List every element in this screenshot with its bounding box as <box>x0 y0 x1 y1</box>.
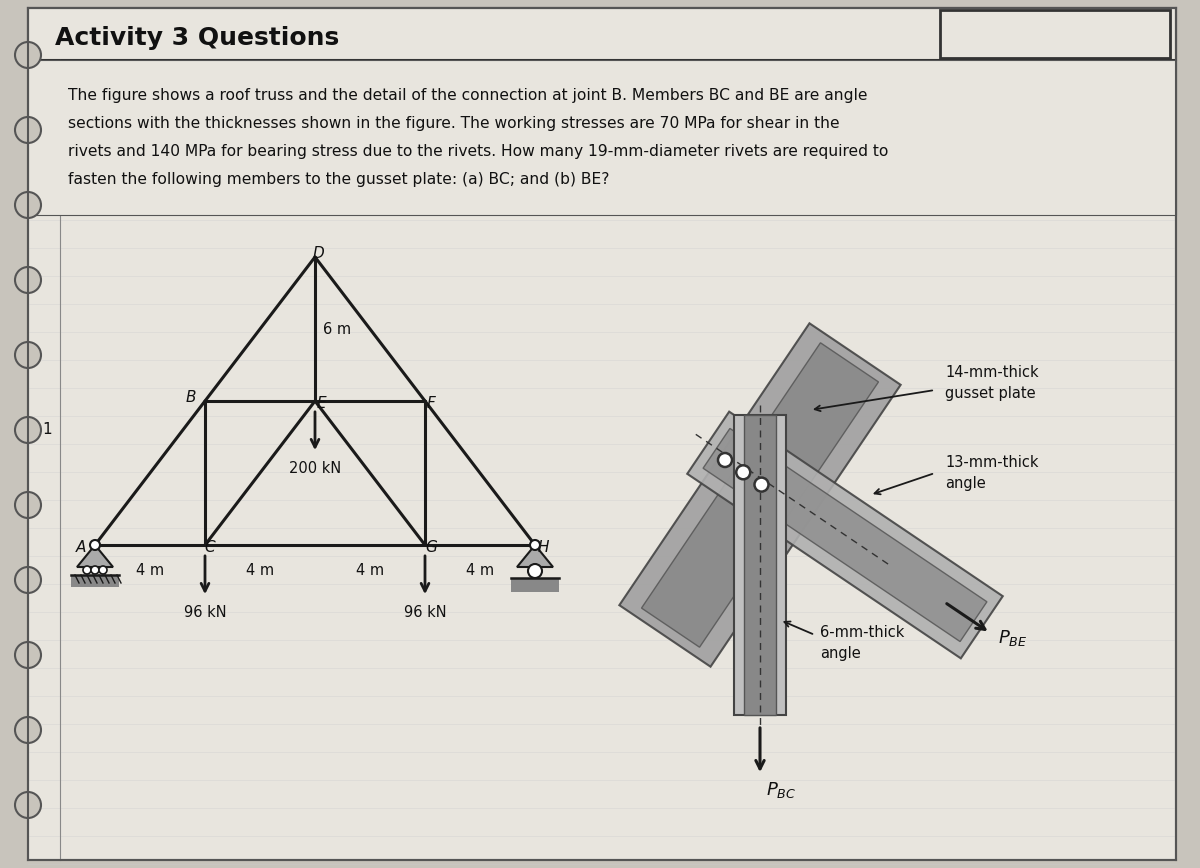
Bar <box>734 415 786 715</box>
Polygon shape <box>642 343 878 648</box>
Text: 96 kN: 96 kN <box>403 605 446 620</box>
Bar <box>511 578 559 592</box>
Circle shape <box>14 792 41 818</box>
Text: The figure shows a roof truss and the detail of the connection at joint B. Membe: The figure shows a roof truss and the de… <box>68 88 868 103</box>
Bar <box>28 8 1176 60</box>
Circle shape <box>91 566 98 574</box>
Text: G: G <box>425 541 437 556</box>
Polygon shape <box>619 323 901 667</box>
Circle shape <box>83 566 91 574</box>
Polygon shape <box>688 411 1003 658</box>
Text: 14-mm-thick
gusset plate: 14-mm-thick gusset plate <box>946 365 1039 401</box>
Text: fasten the following members to the gusset plate: (a) BC; and (b) BE?: fasten the following members to the guss… <box>68 172 610 187</box>
Text: 200 kN: 200 kN <box>289 461 341 476</box>
Text: 4 m: 4 m <box>356 563 384 578</box>
Text: E: E <box>316 397 326 411</box>
Text: $P_{BC}$: $P_{BC}$ <box>766 780 797 800</box>
Text: rivets and 140 MPa for bearing stress due to the rivets. How many 19-mm-diameter: rivets and 140 MPa for bearing stress du… <box>68 144 888 159</box>
Text: D: D <box>312 247 324 261</box>
Text: 4 m: 4 m <box>246 563 274 578</box>
Text: 6-mm-thick
angle: 6-mm-thick angle <box>820 625 905 661</box>
Circle shape <box>14 717 41 743</box>
Circle shape <box>98 566 107 574</box>
Text: A: A <box>76 541 86 556</box>
Circle shape <box>737 465 750 479</box>
Circle shape <box>530 540 540 550</box>
Polygon shape <box>517 545 553 567</box>
Circle shape <box>14 642 41 668</box>
Circle shape <box>14 417 41 443</box>
Text: $P_{BE}$: $P_{BE}$ <box>998 628 1027 648</box>
Text: 4 m: 4 m <box>136 563 164 578</box>
Text: 6 m: 6 m <box>323 321 352 337</box>
Text: sections with the thicknesses shown in the figure. The working stresses are 70 M: sections with the thicknesses shown in t… <box>68 116 840 131</box>
Circle shape <box>755 477 768 491</box>
Circle shape <box>14 192 41 218</box>
Text: 13-mm-thick
angle: 13-mm-thick angle <box>946 455 1038 491</box>
Circle shape <box>14 567 41 593</box>
Circle shape <box>14 42 41 68</box>
Circle shape <box>14 492 41 518</box>
Polygon shape <box>77 545 113 567</box>
Circle shape <box>14 117 41 143</box>
Text: F: F <box>427 397 436 411</box>
Text: 1: 1 <box>42 423 52 437</box>
Text: Activity 3 Questions: Activity 3 Questions <box>55 26 340 50</box>
Circle shape <box>90 540 100 550</box>
Circle shape <box>14 342 41 368</box>
Text: 96 kN: 96 kN <box>184 605 227 620</box>
Bar <box>71 575 119 587</box>
Text: C: C <box>205 541 215 556</box>
Text: H: H <box>538 541 548 556</box>
Bar <box>744 415 776 715</box>
Text: 4 m: 4 m <box>466 563 494 578</box>
Circle shape <box>528 564 542 578</box>
Text: B: B <box>186 391 197 405</box>
Circle shape <box>14 267 41 293</box>
Circle shape <box>718 453 732 467</box>
Bar <box>940 10 1170 58</box>
Bar <box>28 60 1176 215</box>
Polygon shape <box>703 429 986 641</box>
